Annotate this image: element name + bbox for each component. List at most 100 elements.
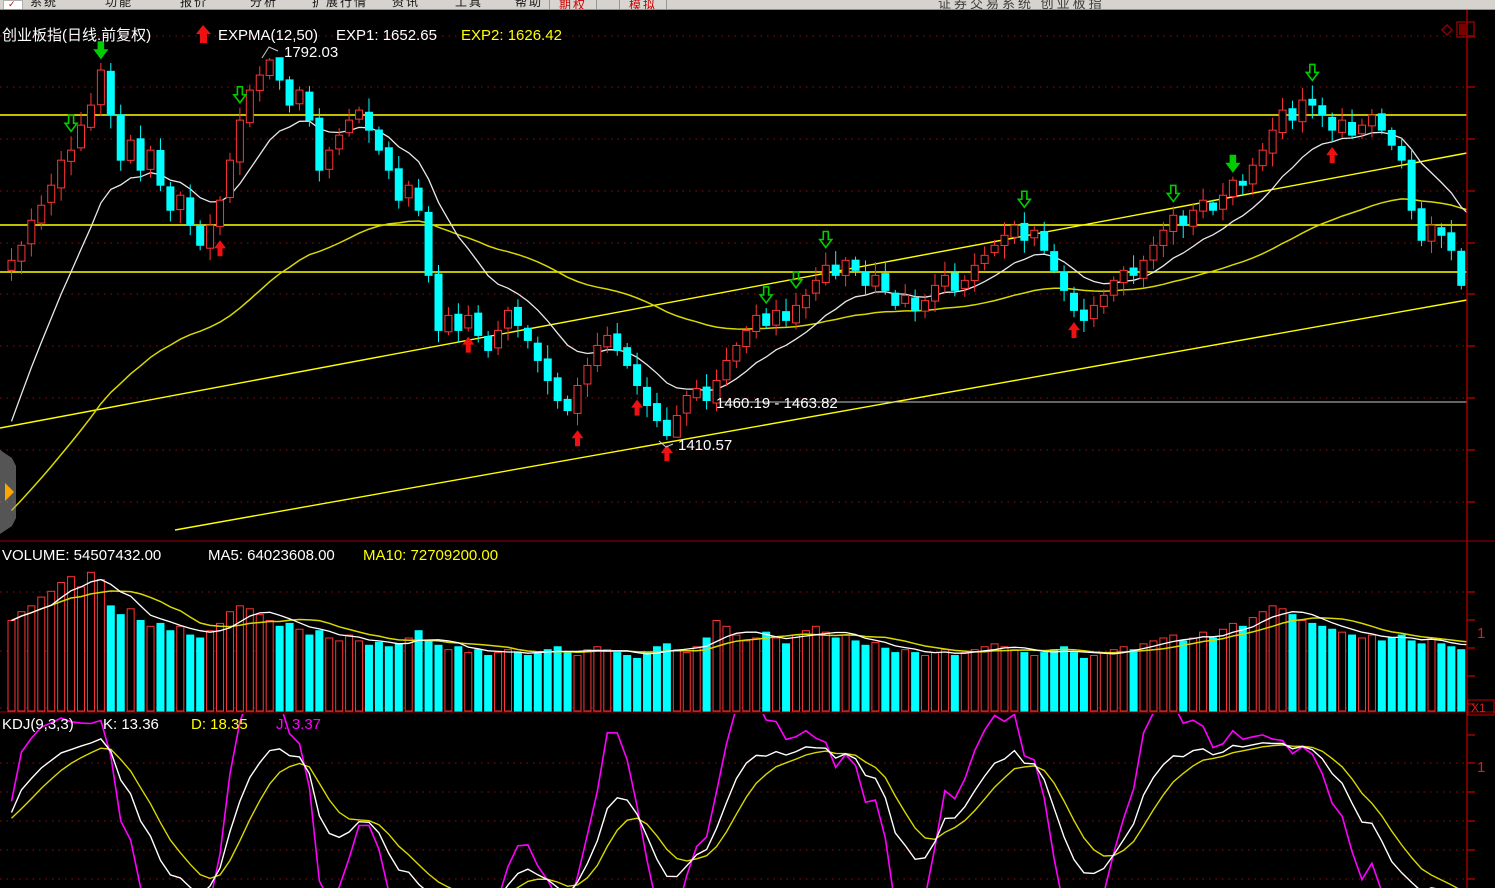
candle-body [563,398,572,412]
menu-item-quotes[interactable]: 报价 [180,0,209,9]
candle-body [444,314,453,333]
diamond-icon[interactable] [1440,23,1454,37]
candle-body [930,284,939,302]
volume-bar [831,637,840,712]
candle-body [275,57,284,81]
candle-body [1348,122,1357,136]
buy-arrow-icon [214,240,227,257]
candle-body [1328,116,1337,131]
candle-body [494,329,503,349]
grid-layer [0,35,1467,880]
candle-body [186,197,195,226]
menu-item-help[interactable]: 帮助 [515,0,544,9]
volume-bar [1000,646,1009,712]
candle-body [692,387,701,399]
volume-bar [474,649,483,712]
candle-body [77,124,86,149]
candle-body [305,91,314,121]
volume-bar [583,649,592,712]
candle-body [1139,259,1148,279]
sell-arrow-icon [232,85,248,105]
candle-body [752,314,761,332]
volume-bar [762,631,771,712]
candle-body [57,159,66,189]
multiplier-label: X1 [1471,701,1486,715]
indicator-label: EXPMA(12,50) [218,27,318,44]
menu-item-tools[interactable]: 工具 [455,0,484,9]
app-icon[interactable]: ✓ [3,0,23,9]
candle-body [1468,268,1475,283]
candle-body [1030,229,1039,239]
volume-bar [1427,637,1436,712]
volume-bar [613,652,622,712]
restore-window-icon[interactable] [1456,21,1475,38]
volume-bar [504,649,512,712]
candle-body [821,264,830,283]
volume-bar [156,622,165,712]
kdj-axis-label: 1 [1477,759,1485,776]
candle-body [146,149,155,170]
volume-bar [255,614,264,712]
menu-item-system[interactable]: 系统 [30,0,59,9]
candle-body [672,415,681,438]
axis-ticks [1467,35,1475,880]
candle-body [712,379,721,404]
candle-body [921,299,930,312]
volume-bar [17,611,26,712]
kdj-title: KDJ(9,3,3) [2,716,74,733]
candle-body [1149,244,1158,261]
volume-bar [1348,634,1357,712]
kdj-j-line [10,714,1382,888]
candle-body [1119,269,1128,284]
vol-ma5-line [11,578,1467,655]
volume-bar [970,649,979,712]
volume-bar [1159,637,1168,712]
menu-item-hot-2[interactable]: 模拟 [619,0,668,9]
menu-item-news[interactable]: 资讯 [392,0,421,9]
candle-body [801,294,810,309]
candle-body [1367,114,1376,127]
volume-bar [1079,657,1088,712]
sell-arrow-icon [1165,184,1181,203]
volume-bar [315,630,324,712]
volume-bar [186,634,195,712]
volume-bar [1129,649,1138,712]
candle-body [7,259,16,271]
sell-arrow-icon [63,114,79,133]
volume-bar [921,655,930,712]
chart-layers [0,35,1475,888]
candle-body [1129,267,1138,276]
candle-body [106,70,115,116]
volume-bar [57,582,66,712]
volume-bar [454,646,463,712]
candle-body [504,309,512,329]
expand-arrow-icon [5,483,14,501]
volume-bar [1447,646,1456,712]
candle-body [394,168,403,201]
menu-item-extended[interactable]: 扩展行情 [312,0,369,9]
candle-body [851,259,860,271]
candle-body [1457,250,1466,286]
candle-body [1218,194,1227,210]
volume-bar [1060,646,1069,712]
candle-body [811,279,820,294]
exp2-value: EXP2: 1626.42 [461,27,562,44]
volume-bar [206,630,215,712]
kdj-k-value: K: 13.36 [103,716,159,733]
volume-bar [1070,652,1079,712]
candle-body [47,184,56,203]
menu-item-hot-1[interactable]: 期权 [549,0,598,9]
candle-body [1070,292,1079,311]
volume-bar [414,630,423,712]
volume-bar [1109,649,1118,712]
volume-bar [1318,625,1327,712]
candle-body [901,294,910,304]
volume-bar [1040,652,1049,712]
candle-body [285,79,294,106]
menu-item-function[interactable]: 功能 [105,0,134,9]
sell-arrow-icon [1304,63,1320,82]
volume-bar [434,644,443,712]
menu-item-analysis[interactable]: 分析 [250,0,279,9]
volume-bar [1437,643,1446,712]
